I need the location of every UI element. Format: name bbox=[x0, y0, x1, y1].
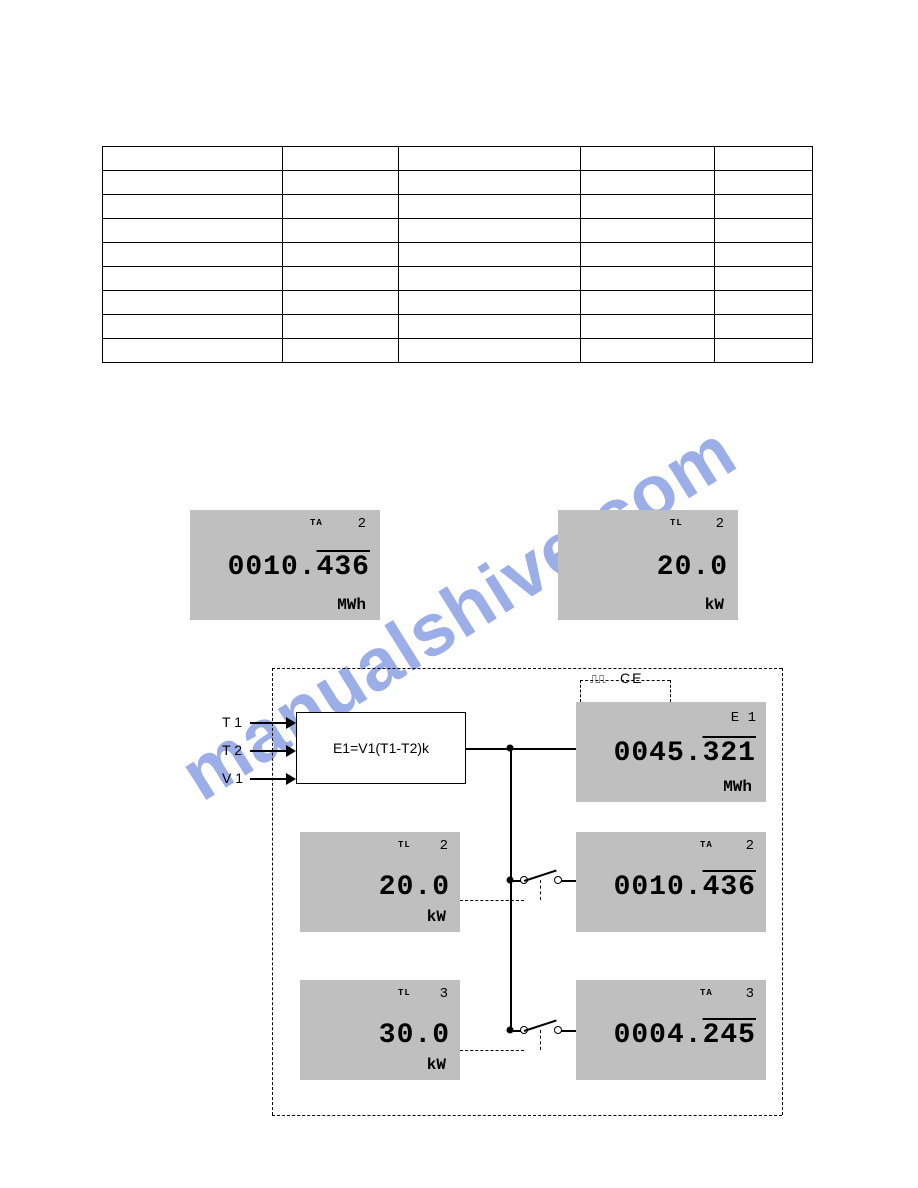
dash-outer-bottom bbox=[272, 1115, 782, 1116]
lcd-mid-left: TL220.0kW bbox=[300, 832, 460, 932]
lcd-mid-right: TA20010.436 bbox=[576, 832, 766, 932]
node-3 bbox=[507, 1027, 514, 1034]
label-v1: V 1 bbox=[222, 770, 243, 786]
lcd-bot-left: TL330.0kW bbox=[300, 980, 460, 1080]
dash-outer-top bbox=[272, 668, 782, 669]
page-root: manualshive.com TA20010.436MWh TL220.0kW… bbox=[0, 0, 918, 1188]
formula-text: E1=V1(T1-T2)k bbox=[333, 740, 429, 756]
dash-mid-h bbox=[460, 900, 524, 901]
node-1 bbox=[507, 745, 514, 752]
switch-mid-oc2 bbox=[554, 876, 562, 884]
formula-box: E1=V1(T1-T2)k bbox=[296, 712, 466, 784]
pulse-symbol: ⎍⎍ bbox=[590, 672, 605, 687]
empty-table bbox=[102, 146, 813, 363]
lcd-top-right: TL220.0kW bbox=[558, 510, 738, 620]
lcd-top-left: TA20010.436MWh bbox=[190, 510, 380, 620]
label-t1: T 1 bbox=[222, 714, 242, 730]
node-2 bbox=[507, 877, 514, 884]
dash-outer-left bbox=[272, 668, 273, 1115]
conn-to-e1 bbox=[510, 748, 576, 750]
conn-main-v bbox=[510, 748, 512, 1030]
lcd-bot-right: TA30004.245 bbox=[576, 980, 766, 1080]
lcd-e1: E 10045.321MWh bbox=[576, 702, 766, 802]
label-t2: T 2 bbox=[222, 742, 242, 758]
dash-ce-right bbox=[670, 680, 671, 702]
dash-outer-right bbox=[782, 668, 783, 1115]
ce-label: CE bbox=[620, 670, 643, 686]
dash-bot-h bbox=[460, 1050, 524, 1051]
switch-bot-oc2 bbox=[554, 1026, 562, 1034]
dash-mid-v bbox=[540, 880, 541, 900]
dash-bot-v bbox=[540, 1030, 541, 1050]
dash-ce-left bbox=[580, 680, 581, 702]
